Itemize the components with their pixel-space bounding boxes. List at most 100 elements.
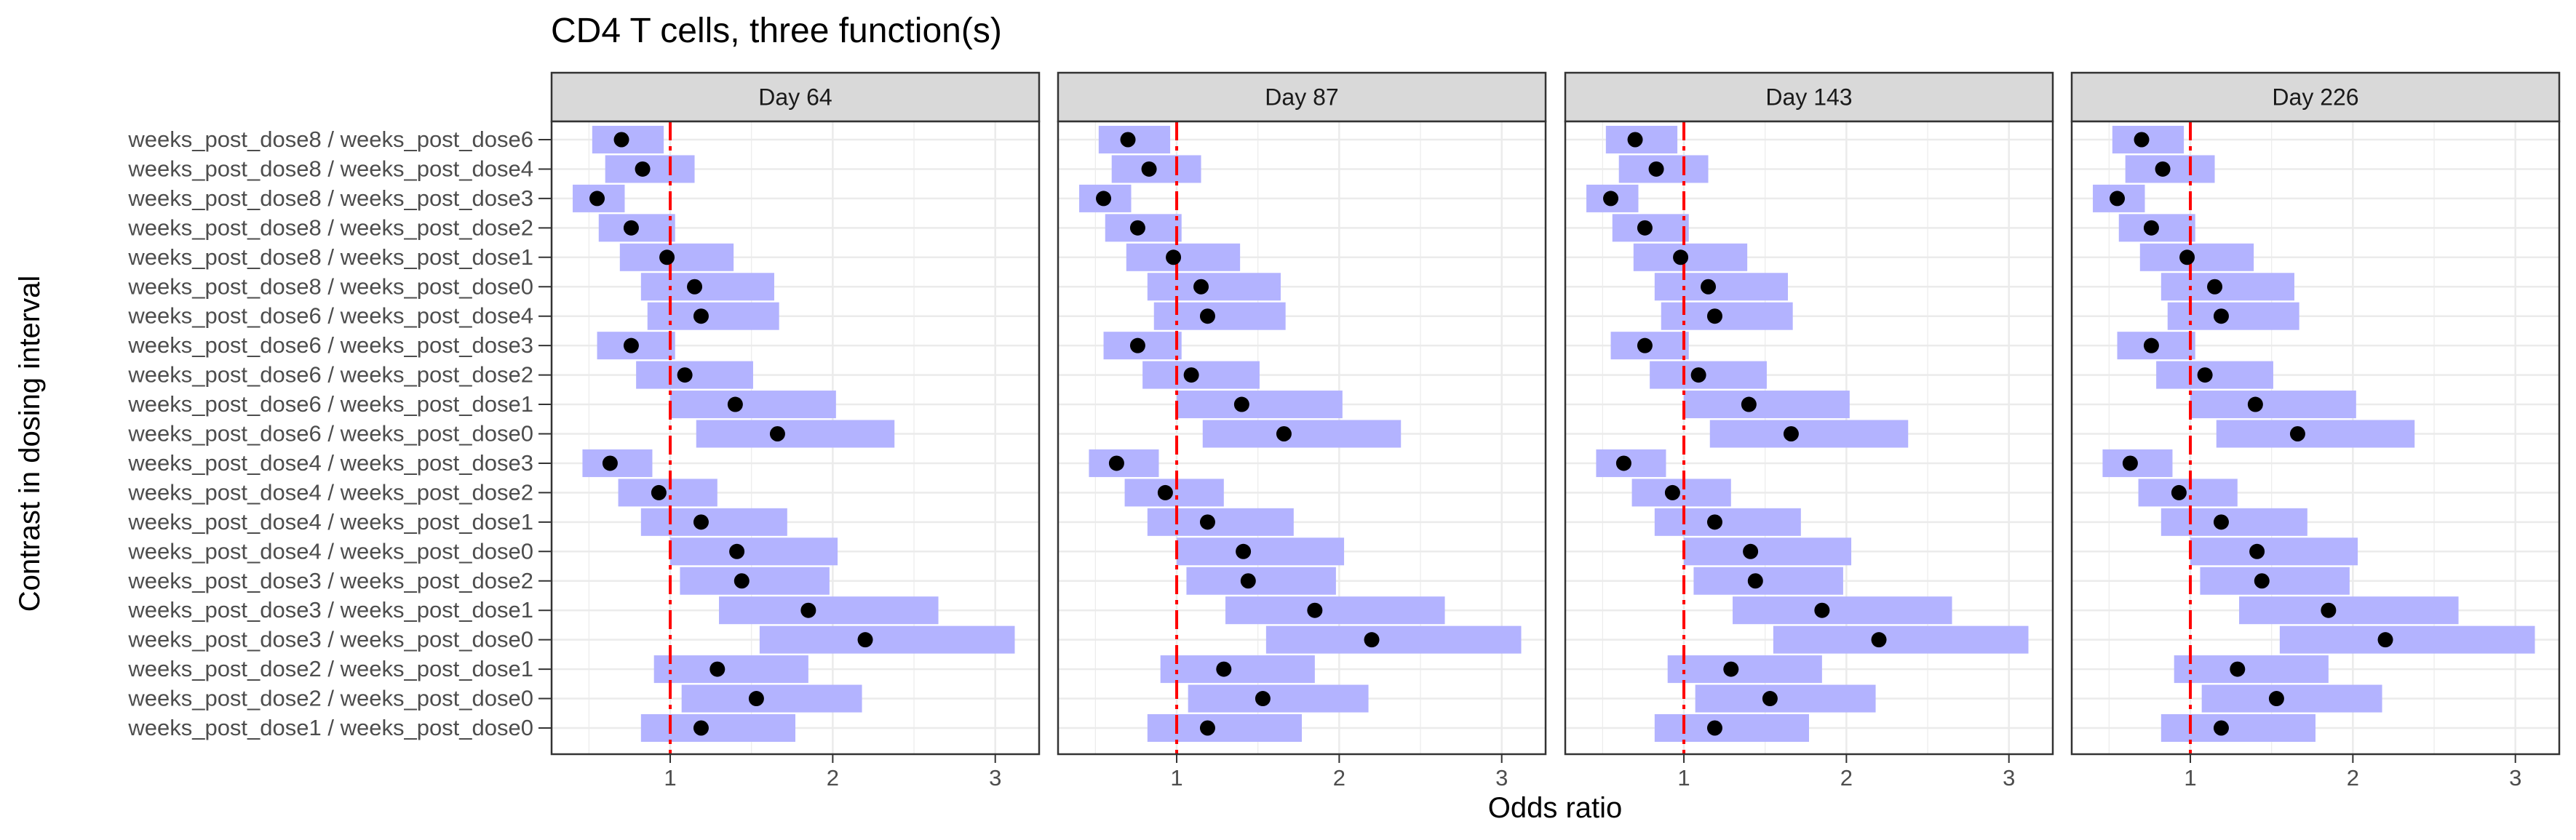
confidence-interval-bar [1693, 567, 1843, 595]
confidence-interval-bar [1188, 684, 1369, 713]
confidence-interval-bar [1695, 684, 1876, 713]
confidence-interval-bar [1654, 508, 1801, 536]
estimate-point [693, 720, 709, 736]
confidence-interval-bar [1160, 655, 1315, 684]
estimate-point [1814, 602, 1830, 618]
estimate-point [734, 573, 750, 589]
confidence-interval-bar [1654, 273, 1788, 301]
estimate-point [2171, 484, 2187, 500]
confidence-interval-bar [618, 479, 717, 507]
estimate-point [2268, 691, 2284, 707]
confidence-interval-bar [1684, 391, 1850, 419]
estimate-point [2213, 720, 2229, 736]
facet-strip [1057, 71, 1547, 123]
estimate-point [1743, 543, 1759, 559]
estimate-point [1096, 191, 1112, 207]
y-tick-label: weeks_post_dose6 / weeks_post_dose3 [127, 332, 533, 358]
estimate-point [1690, 367, 1706, 383]
confidence-interval-bar [681, 684, 862, 713]
y-tick-label: weeks_post_dose6 / weeks_post_dose2 [127, 362, 533, 388]
estimate-point [1199, 514, 1215, 530]
x-tick-label: 2 [1840, 765, 1853, 791]
confidence-interval-bar [2174, 655, 2329, 684]
confidence-interval-bar [1773, 625, 2029, 654]
y-tick-label: weeks_post_dose8 / weeks_post_dose0 [127, 273, 533, 299]
confidence-interval-bar [1633, 243, 1748, 271]
confidence-interval-bar [640, 273, 774, 301]
estimate-point [2143, 220, 2159, 236]
confidence-interval-bar [2160, 714, 2315, 742]
points [589, 132, 873, 736]
estimate-point [651, 484, 667, 500]
estimate-point [1307, 602, 1323, 618]
y-tick-label: weeks_post_dose3 / weeks_post_dose1 [127, 597, 533, 623]
confidence-interval-bar [2190, 537, 2358, 566]
estimate-point [2249, 543, 2265, 559]
confidence-interval-bar [2200, 567, 2350, 595]
estimate-point [2377, 632, 2393, 648]
estimate-point [1129, 337, 1145, 353]
confidence-interval-bar [1225, 596, 1445, 625]
y-tick-label: weeks_post_dose8 / weeks_post_dose2 [127, 215, 533, 240]
x-tick-label: 2 [827, 765, 839, 791]
confidence-interval-bar [2160, 508, 2307, 536]
intervals [2093, 126, 2535, 742]
y-tick-label: weeks_post_dose2 / weeks_post_dose0 [127, 686, 533, 711]
estimate-point [623, 220, 639, 236]
confidence-interval-bar [670, 537, 838, 566]
estimate-point [1157, 484, 1173, 500]
intervals [1586, 126, 2029, 742]
intervals [573, 126, 1015, 742]
estimate-point [1706, 514, 1722, 530]
y-tick-label: weeks_post_dose4 / weeks_post_dose3 [127, 450, 533, 476]
y-tick-label: weeks_post_dose6 / weeks_post_dose0 [127, 421, 533, 447]
estimate-point [1233, 396, 1249, 412]
confidence-interval-bar [1631, 479, 1731, 507]
estimate-point [2143, 337, 2159, 353]
confidence-interval-bar [2160, 273, 2294, 301]
confidence-interval-bar [1177, 391, 1343, 419]
estimate-point [623, 337, 639, 353]
panel-border [1057, 120, 1547, 756]
estimate-point [1664, 484, 1680, 500]
confidence-interval-bar [640, 508, 787, 536]
estimate-point [1706, 308, 1722, 324]
estimate-point [1108, 455, 1124, 471]
confidence-interval-bar [1684, 537, 1852, 566]
estimate-point [1199, 720, 1215, 736]
estimate-point [1236, 543, 1252, 559]
y-tick-label: weeks_post_dose4 / weeks_post_dose0 [127, 538, 533, 564]
confidence-interval-bar [680, 567, 830, 595]
estimate-point [635, 161, 651, 177]
x-tick-label: 1 [2184, 765, 2196, 791]
estimate-point [2197, 367, 2213, 383]
estimate-point [693, 308, 709, 324]
estimate-point [769, 426, 785, 441]
estimate-point [1603, 191, 1619, 207]
estimate-point [727, 396, 743, 412]
estimate-point [1364, 632, 1380, 648]
confidence-interval-bar [1153, 302, 1286, 330]
confidence-interval-bar [1126, 243, 1241, 271]
facet-panel: Day 226 1 2 3 [2070, 71, 2561, 791]
estimate-point [2134, 132, 2150, 148]
estimate-point [613, 132, 629, 148]
facet-strip-label: Day 226 [2272, 84, 2358, 111]
estimate-point [2155, 161, 2171, 177]
y-axis-title: Contrast in dosing interval [14, 276, 46, 612]
confidence-interval-bar [1186, 567, 1336, 595]
estimate-point [1701, 279, 1717, 295]
confidence-interval-bar [1202, 420, 1402, 448]
confidence-interval-bar [719, 596, 939, 625]
estimate-point [1183, 367, 1199, 383]
confidence-interval-bar [1650, 361, 1767, 389]
estimate-point [2213, 308, 2229, 324]
y-tick-label: weeks_post_dose8 / weeks_post_dose4 [127, 156, 533, 181]
estimate-point [1762, 691, 1778, 707]
estimate-point [2179, 249, 2195, 265]
x-tick-label: 3 [2509, 765, 2521, 791]
points [2110, 132, 2393, 736]
estimate-point [1615, 455, 1631, 471]
estimate-point [857, 632, 873, 648]
